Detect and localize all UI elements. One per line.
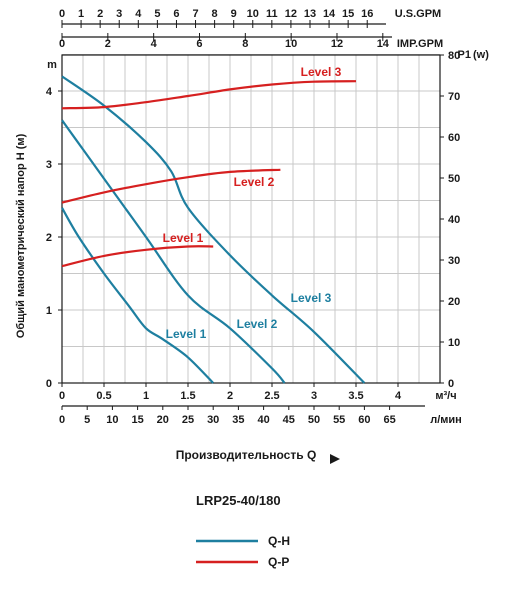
us-gpm-tick-label: 2 xyxy=(97,8,103,20)
lmin-tick-label: 60 xyxy=(358,414,370,426)
y-axis-unit: m xyxy=(47,59,57,71)
us-gpm-tick-label: 7 xyxy=(192,8,198,20)
lmin-tick-label: 10 xyxy=(106,414,118,426)
qh-label-1: Level 1 xyxy=(166,327,207,341)
m3h-unit-label: м³/ч xyxy=(435,390,456,402)
m3h-tick-label: 3 xyxy=(311,390,317,402)
y-tick-label: 4 xyxy=(46,86,53,98)
y2-tick-label: 20 xyxy=(448,296,460,308)
y-tick-label: 2 xyxy=(46,232,52,244)
axes xyxy=(58,20,444,410)
y2-tick-label: 40 xyxy=(448,214,460,226)
lmin-tick-label: 5 xyxy=(84,414,90,426)
y2-tick-label: 60 xyxy=(448,132,460,144)
us-gpm-tick-label: 8 xyxy=(212,8,218,20)
y-tick-label: 0 xyxy=(46,378,52,390)
us-gpm-tick-label: 15 xyxy=(342,8,354,20)
legend: Q-H Q-P xyxy=(196,534,290,569)
legend-label-qh: Q-H xyxy=(268,534,290,548)
us-gpm-tick-label: 10 xyxy=(247,8,259,20)
qp-line-3 xyxy=(61,80,357,110)
us-gpm-tick-label: 13 xyxy=(304,8,316,20)
imp-gpm-tick-label: 2 xyxy=(105,38,111,50)
us-gpm-tick-label: 1 xyxy=(78,8,84,20)
y-axis-title: Общий манометрический напор Н (м) xyxy=(15,133,27,338)
us-gpm-tick-label: 5 xyxy=(154,8,160,20)
us-gpm-tick-label: 12 xyxy=(285,8,297,20)
lmin-tick-label: 0 xyxy=(59,414,65,426)
m3h-tick-label: 4 xyxy=(395,390,402,402)
y2-tick-label: 30 xyxy=(448,255,460,267)
imp-gpm-tick-label: 14 xyxy=(377,38,390,50)
us-gpm-tick-label: 6 xyxy=(173,8,179,20)
imp-gpm-tick-label: 12 xyxy=(331,38,343,50)
qh-line-2 xyxy=(61,119,286,384)
lmin-tick-label: 65 xyxy=(383,414,395,426)
qp-label-3: Level 3 xyxy=(301,65,342,79)
us-gpm-tick-label: 0 xyxy=(59,8,65,20)
model-name: LRP25-40/180 xyxy=(196,493,281,508)
lmin-tick-label: 20 xyxy=(157,414,169,426)
m3h-tick-label: 0.5 xyxy=(96,390,111,402)
grid xyxy=(61,54,441,384)
lmin-tick-label: 45 xyxy=(283,414,295,426)
y2-tick-label: 70 xyxy=(448,91,460,103)
qp-line-1 xyxy=(61,245,214,268)
qh-label-2: Level 2 xyxy=(237,317,278,331)
lmin-unit-label: л/мин xyxy=(430,414,462,426)
lmin-tick-label: 35 xyxy=(232,414,244,426)
series-labels: Level 1 Level 2 Level 3 Level 1 Level 2 Level… xyxy=(163,65,342,341)
qp-line-2 xyxy=(61,168,281,204)
m3h-tick-label: 2.5 xyxy=(264,390,279,402)
y2-tick-label: 10 xyxy=(448,337,460,349)
y-tick-label: 3 xyxy=(46,159,52,171)
m3h-tick-label: 3.5 xyxy=(348,390,363,402)
lmin-tick-label: 15 xyxy=(131,414,143,426)
x-axis-arrow-icon xyxy=(330,454,340,464)
qh-line-1 xyxy=(61,207,214,384)
imp-gpm-tick-label: 0 xyxy=(59,38,65,50)
us-gpm-tick-label: 9 xyxy=(231,8,237,20)
qp-label-2: Level 2 xyxy=(234,175,275,189)
us-gpm-tick-label: 16 xyxy=(361,8,373,20)
y2-tick-label: 50 xyxy=(448,173,460,185)
m3h-tick-label: 1 xyxy=(143,390,149,402)
qh-line-3 xyxy=(61,75,366,384)
y2-tick-label: 0 xyxy=(448,378,454,390)
us-gpm-tick-label: 4 xyxy=(135,8,142,20)
y2-axis-title: P1 xyxy=(458,49,471,61)
qh-label-3: Level 3 xyxy=(291,291,332,305)
lmin-tick-label: 25 xyxy=(182,414,194,426)
qp-label-1: Level 1 xyxy=(163,231,204,245)
x-axis-title: Производительность Q xyxy=(176,448,317,462)
legend-label-qp: Q-P xyxy=(268,555,289,569)
imp-gpm-tick-label: 6 xyxy=(196,38,202,50)
series xyxy=(61,75,366,384)
us-gpm-tick-label: 14 xyxy=(323,8,336,20)
lmin-tick-label: 40 xyxy=(257,414,269,426)
imp-gpm-tick-label: 4 xyxy=(151,38,158,50)
imp-gpm-unit-label: IMP.GPM xyxy=(397,38,443,50)
us-gpm-tick-label: 11 xyxy=(266,8,278,20)
m3h-tick-label: 2 xyxy=(227,390,233,402)
us-gpm-unit-label: U.S.GPM xyxy=(395,8,441,20)
imp-gpm-tick-label: 10 xyxy=(285,38,297,50)
y2-tick-label: 80 xyxy=(448,50,460,62)
lmin-tick-label: 50 xyxy=(308,414,320,426)
us-gpm-tick-label: 3 xyxy=(116,8,122,20)
lmin-tick-label: 30 xyxy=(207,414,219,426)
m3h-tick-label: 0 xyxy=(59,390,65,402)
lmin-tick-label: 55 xyxy=(333,414,345,426)
imp-gpm-tick-label: 8 xyxy=(242,38,248,50)
y-tick-label: 1 xyxy=(46,305,52,317)
y2-axis-unit: (w) xyxy=(473,49,489,61)
m3h-tick-label: 1.5 xyxy=(180,390,195,402)
